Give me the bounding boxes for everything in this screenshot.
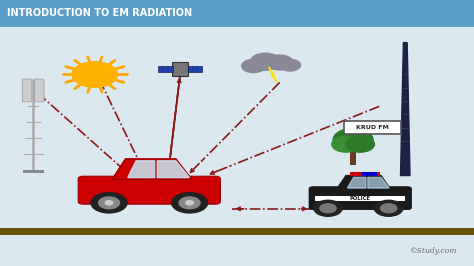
Circle shape	[333, 128, 373, 151]
FancyBboxPatch shape	[350, 149, 356, 165]
FancyBboxPatch shape	[243, 62, 298, 69]
FancyBboxPatch shape	[158, 66, 173, 72]
FancyBboxPatch shape	[315, 196, 405, 201]
Polygon shape	[128, 161, 155, 178]
Circle shape	[91, 193, 127, 213]
Circle shape	[172, 193, 208, 213]
FancyBboxPatch shape	[22, 79, 32, 102]
Circle shape	[266, 55, 293, 70]
FancyBboxPatch shape	[344, 121, 401, 134]
Circle shape	[332, 136, 360, 152]
Text: INTRODUCTION TO EM RADIATION: INTRODUCTION TO EM RADIATION	[7, 8, 192, 18]
FancyBboxPatch shape	[188, 66, 202, 72]
FancyBboxPatch shape	[350, 172, 380, 176]
FancyBboxPatch shape	[172, 62, 188, 76]
Polygon shape	[347, 177, 366, 188]
Circle shape	[280, 59, 301, 71]
Polygon shape	[269, 67, 277, 82]
Polygon shape	[368, 177, 389, 188]
Circle shape	[346, 136, 374, 152]
Circle shape	[314, 200, 342, 216]
FancyBboxPatch shape	[23, 170, 44, 173]
Circle shape	[374, 200, 403, 216]
Polygon shape	[401, 43, 410, 176]
Circle shape	[72, 62, 118, 87]
Circle shape	[105, 201, 113, 205]
Polygon shape	[157, 161, 190, 178]
Text: KRUD FM: KRUD FM	[356, 125, 389, 130]
FancyBboxPatch shape	[309, 187, 411, 210]
Circle shape	[179, 197, 200, 209]
FancyBboxPatch shape	[0, 0, 474, 27]
FancyBboxPatch shape	[35, 79, 44, 102]
Circle shape	[381, 204, 397, 213]
FancyBboxPatch shape	[0, 228, 474, 235]
FancyBboxPatch shape	[362, 172, 377, 176]
Circle shape	[186, 201, 193, 205]
Circle shape	[320, 204, 336, 213]
Polygon shape	[112, 159, 192, 180]
Circle shape	[99, 197, 119, 209]
Circle shape	[242, 59, 265, 73]
Polygon shape	[337, 176, 391, 189]
Text: ©Study.com: ©Study.com	[410, 247, 457, 255]
Circle shape	[250, 53, 281, 70]
FancyBboxPatch shape	[78, 176, 220, 204]
Text: POLICE: POLICE	[350, 196, 371, 201]
